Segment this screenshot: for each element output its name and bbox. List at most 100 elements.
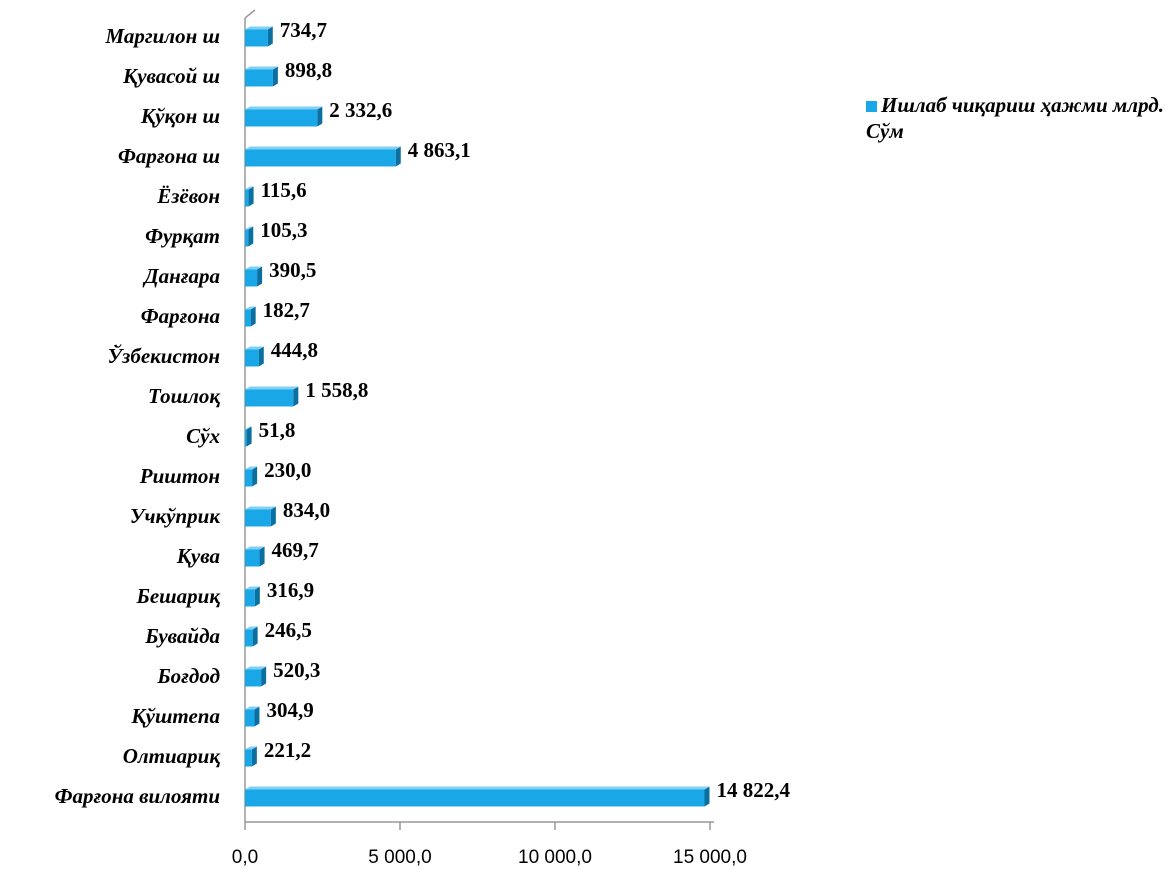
y-tick-label: Фарғона вилояти [55, 784, 220, 808]
bar [245, 149, 396, 167]
bar-top [245, 306, 256, 310]
bar-top [245, 466, 258, 470]
bar [245, 549, 260, 567]
y-tick-label: Сўх [186, 424, 220, 448]
bar-side [293, 386, 299, 407]
data-label: 469,7 [272, 538, 319, 562]
data-label: 898,8 [285, 58, 332, 82]
data-label: 444,8 [271, 338, 318, 362]
bar-top [245, 106, 323, 110]
data-label: 734,7 [280, 18, 327, 42]
y-tick-label: Қувасой ш [122, 64, 220, 88]
y-tick-label: Маргилон ш [105, 24, 221, 48]
bar-side [272, 66, 278, 87]
bar [245, 229, 249, 247]
bar-side [246, 426, 252, 447]
bar [245, 269, 258, 287]
data-label: 390,5 [269, 258, 316, 282]
y-tick-label: Қўштепа [130, 704, 220, 728]
data-label: 304,9 [266, 698, 313, 722]
y-tick-label: Тошлоқ [148, 384, 221, 408]
bar-top [245, 66, 278, 70]
y-tick-label: Олтиариқ [123, 744, 222, 768]
data-label: 115,6 [261, 178, 307, 202]
bar-top [245, 506, 276, 510]
bar [245, 469, 253, 487]
x-tick-label: 10 000,0 [518, 847, 592, 868]
legend-label: Ишлаб чиқариш ҳажми млрд. Сўм [866, 93, 1164, 143]
bar-side [254, 706, 260, 727]
bar [245, 29, 268, 47]
bar [245, 69, 273, 87]
bar [245, 429, 247, 447]
bar-top [245, 266, 263, 270]
data-label: 4 863,1 [408, 138, 471, 162]
x-tick-label: 0,0 [232, 847, 258, 868]
bar [245, 109, 318, 127]
x-tick-label: 15 000,0 [673, 847, 747, 868]
bar [245, 189, 249, 207]
bar-side [248, 186, 254, 207]
y-tick-label: Учкўприк [130, 504, 221, 528]
bar-side [704, 786, 710, 807]
bar-side [257, 266, 263, 287]
data-label: 2 332,6 [329, 98, 392, 122]
bar-side [252, 466, 258, 487]
bar [245, 629, 253, 647]
bar-side [258, 346, 264, 367]
data-label: 246,5 [265, 618, 312, 642]
bar-side [250, 306, 256, 327]
x-tick-label: 5 000,0 [368, 847, 431, 868]
bar-side [252, 626, 258, 647]
bar-top [245, 346, 264, 350]
bar-top [245, 666, 267, 670]
data-label: 182,7 [263, 298, 310, 322]
y-tick-label: Ўзбекистон [108, 343, 220, 368]
bar-top [245, 746, 257, 750]
y-tick-label: Бувайда [144, 624, 220, 648]
bar-top [245, 386, 299, 390]
bar-top [245, 226, 254, 230]
y-axis-top [244, 9, 256, 19]
bar [245, 389, 294, 407]
bar-side [251, 746, 257, 767]
bar-side [248, 226, 254, 247]
bar [245, 509, 271, 527]
bar-top [245, 546, 265, 550]
data-label: 230,0 [264, 458, 311, 482]
data-label: 221,2 [264, 738, 311, 762]
data-label: 834,0 [283, 498, 330, 522]
bar-top [245, 146, 401, 150]
y-tick-label: Данғара [142, 264, 220, 288]
bar-side [261, 666, 267, 687]
data-label: 51,8 [259, 418, 296, 442]
data-label: 105,3 [260, 218, 307, 242]
bar-side [267, 26, 273, 47]
legend-swatch [866, 101, 877, 112]
bar-top [245, 626, 258, 630]
y-tick-label: Фарғона [141, 304, 220, 328]
bar-side [259, 546, 265, 567]
bar-top [245, 186, 254, 190]
y-tick-label: Бешариқ [136, 584, 222, 608]
bar [245, 589, 255, 607]
bar [245, 789, 705, 807]
bar [245, 669, 262, 687]
data-label: 520,3 [273, 658, 320, 682]
bar-top [245, 426, 252, 430]
bar-side [317, 106, 323, 127]
bar-top [245, 586, 260, 590]
bar [245, 349, 259, 367]
bar [245, 309, 251, 327]
bar [245, 749, 252, 767]
data-label: 1 558,8 [305, 378, 368, 402]
bar-side [270, 506, 276, 527]
bar-side [395, 146, 401, 167]
bar [245, 709, 255, 727]
y-tick-label: Ёзёвон [156, 184, 220, 208]
y-tick-label: Қўқон ш [140, 104, 220, 128]
y-tick-label: Қува [176, 544, 220, 568]
bar-top [245, 26, 273, 30]
